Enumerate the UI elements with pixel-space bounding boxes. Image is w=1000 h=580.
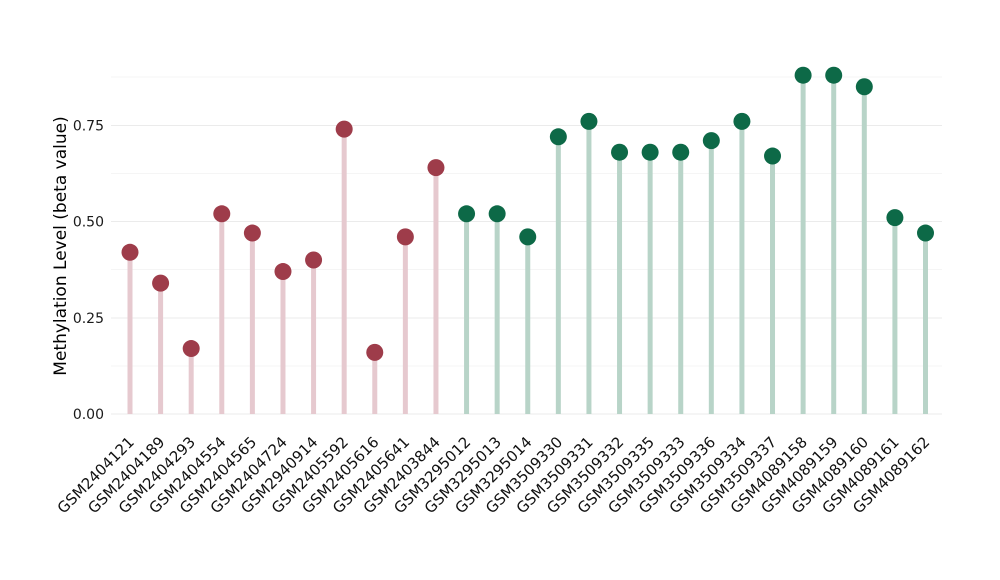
- lollipop-dot: [152, 274, 170, 292]
- lollipop-dot: [458, 205, 476, 223]
- lollipop-dot: [917, 224, 934, 242]
- lollipop-dot: [305, 251, 323, 269]
- y-axis-tick-label: 0.25: [73, 311, 104, 327]
- lollipop-dot: [549, 128, 567, 146]
- lollipop-dot: [886, 209, 904, 227]
- lollipop-dot: [182, 340, 200, 358]
- lollipop-dot: [855, 78, 873, 96]
- lollipop-dot: [702, 132, 720, 150]
- lollipop-dot: [672, 143, 690, 161]
- lollipop-dot: [641, 143, 659, 161]
- x-axis-tick-labels: GSM2404121GSM2404189GSM2404293GSM2404554…: [54, 433, 934, 517]
- lollipop-dot: [794, 66, 812, 84]
- y-axis-tick-label: 0.50: [73, 215, 104, 231]
- lollipop-stems: [127, 75, 928, 414]
- lollipop-dot: [733, 112, 751, 130]
- lollipop-dot: [519, 228, 537, 246]
- lollipop-dot: [243, 224, 261, 242]
- lollipop-dot: [335, 120, 353, 138]
- lollipop-dot: [825, 66, 843, 84]
- lollipop-dot: [366, 343, 384, 361]
- lollipop-dot: [427, 159, 445, 177]
- lollipop-dots: [121, 66, 934, 361]
- lollipop-dot: [396, 228, 414, 246]
- lollipop-dot: [274, 263, 292, 281]
- y-axis-title: Methylation Level (beta value): [51, 116, 71, 375]
- lollipop-dot: [580, 112, 598, 130]
- lollipop-dot: [213, 205, 231, 223]
- lollipop-dot: [611, 143, 629, 161]
- lollipop-dot: [764, 147, 782, 165]
- lollipop-dot: [488, 205, 506, 223]
- y-axis-tick-labels: 0.00 0.25 0.50 0.75: [73, 118, 104, 423]
- y-axis-tick-label: 0.75: [73, 118, 104, 134]
- lollipop-dot: [121, 243, 139, 261]
- y-axis-tick-label: 0.00: [73, 407, 104, 423]
